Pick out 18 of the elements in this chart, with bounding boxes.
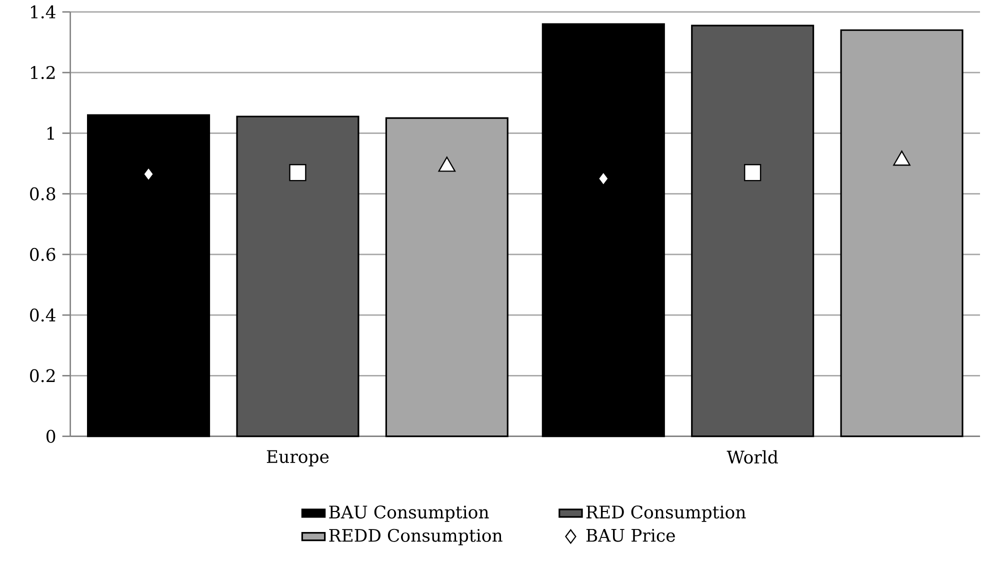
y-tick-label: 0.8: [30, 187, 56, 200]
legend-label: BAU Price: [586, 528, 675, 542]
legend-label: REDD Consumption: [329, 528, 502, 546]
y-tick-label: 0.4: [30, 308, 56, 322]
y-tick-label: 0: [46, 430, 56, 443]
bar: [87, 114, 210, 438]
y-tick-label: 0.6: [30, 248, 56, 261]
bar: [691, 24, 814, 438]
y-tick-label: 1.4: [31, 5, 56, 19]
bar: [542, 23, 665, 438]
y-tick-label: 1.2: [31, 66, 55, 80]
legend-label: RED Consumption: [586, 506, 746, 522]
y-tick-label: 1: [47, 126, 54, 140]
bar: [236, 116, 360, 438]
legend-label: BAU Consumption: [329, 506, 489, 522]
x-tick-label: World: [726, 450, 778, 464]
y-tick-label: 0.2: [30, 369, 55, 382]
x-tick-label: Europe: [266, 450, 329, 466]
